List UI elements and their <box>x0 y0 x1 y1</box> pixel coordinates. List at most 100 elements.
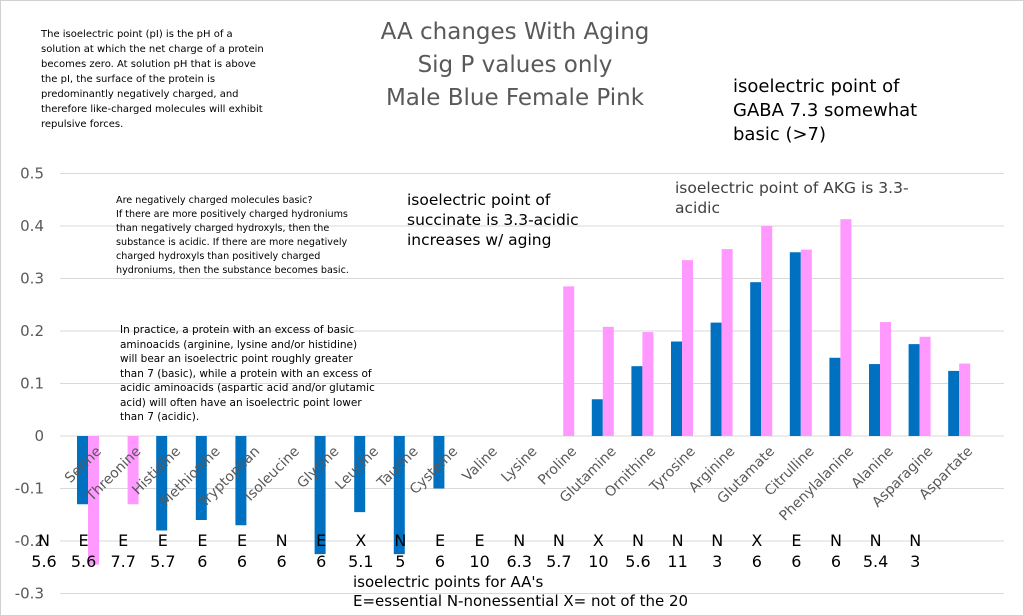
class-annotation: N <box>632 531 644 550</box>
pi-annotation: 6.3 <box>506 552 531 571</box>
title-line-2: Sig P values only <box>417 52 613 78</box>
y-tick-label: -0.1 <box>15 480 44 498</box>
bar-male-asparagine <box>908 344 920 436</box>
class-annotation: E <box>435 531 445 550</box>
y-tick-label: -0.3 <box>15 585 44 603</box>
y-axis-ticks: 0.5 0.4 0.3 0.2 0.1 0 -0.1 -0.2 -0.3 <box>15 165 44 603</box>
note-practice: In practice, a protein with an excess of… <box>120 324 375 423</box>
bar-male-citrulline <box>789 252 801 436</box>
bar-male-phenylalanine <box>829 357 841 436</box>
class-annotation: N <box>870 531 882 550</box>
bar-female-aspartate <box>959 363 971 436</box>
pi-annotation: 10 <box>588 552 608 571</box>
bar-male-aspartate <box>948 370 960 436</box>
bar-male-glutamine <box>591 399 603 436</box>
pi-annotation: 6 <box>752 552 762 571</box>
class-annotation: X <box>355 531 366 550</box>
note-basic-question: Are negatively charged molecules basic? … <box>116 195 349 276</box>
bar-female-proline <box>563 286 575 436</box>
annotation-row-pi: 5.6 5.6 7.7 5.7 6 6 6 6 5.1 5 6 10 6.3 5.7 10 5.6 11 3 6 6 6… <box>31 552 920 571</box>
bar-female-citrulline <box>800 249 812 436</box>
bar-male-taurine <box>393 436 405 555</box>
pi-annotation: 5.6 <box>31 552 56 571</box>
note-gaba: isoelectric point of GABA 7.3 somewhat b… <box>733 76 918 145</box>
y-tick-label: 0.5 <box>20 165 44 183</box>
class-annotation: N <box>513 531 525 550</box>
pi-annotation: 5 <box>395 552 405 571</box>
bar-female-tyrosine <box>682 260 693 436</box>
note-pi-definition: The isoelectric point (pI) is the pH of … <box>41 29 264 130</box>
y-tick-label: 0.1 <box>20 375 44 393</box>
pi-annotation: 6 <box>237 552 247 571</box>
class-annotation: E <box>158 531 168 550</box>
y-tick-label: 0 <box>34 427 44 445</box>
pi-annotation: 6 <box>197 552 207 571</box>
category-label: Valine <box>460 444 501 485</box>
class-annotation: N <box>672 531 684 550</box>
bar-male-cysteine <box>433 436 445 489</box>
category-label: Phenylalanine <box>776 444 857 525</box>
class-annotation: E <box>791 531 801 550</box>
title-line-3: Male Blue Female Pink <box>385 85 645 111</box>
bar-male-serine <box>77 436 88 505</box>
pi-annotation: 5.1 <box>348 552 373 571</box>
bar-female-glutamine <box>602 326 614 436</box>
class-annotation: N <box>830 531 842 550</box>
pi-annotation: 6 <box>435 552 445 571</box>
y-tick-label: 0.2 <box>20 322 44 340</box>
class-annotation: E <box>79 531 89 550</box>
class-annotation: N <box>553 531 565 550</box>
pi-annotation: 10 <box>469 552 489 571</box>
class-annotation: N <box>276 531 288 550</box>
class-annotation: N <box>711 531 723 550</box>
bar-male-arginine <box>710 322 722 436</box>
pi-annotation: 3 <box>910 552 920 571</box>
y-tick-label: 0.3 <box>20 270 44 288</box>
bar-female-asparagine <box>919 336 931 436</box>
bar-female-phenylalanine <box>840 219 852 436</box>
class-annotation: X <box>593 531 604 550</box>
pi-annotation: 6 <box>277 552 287 571</box>
pi-annotation: 6 <box>791 552 801 571</box>
bar-male-alanine <box>869 364 880 436</box>
bar-female-ornithine <box>642 332 654 436</box>
class-annotation: N <box>38 531 50 550</box>
y-tick-label: 0.4 <box>20 217 44 235</box>
pi-annotation: 5.4 <box>863 552 888 571</box>
pi-annotation: 3 <box>712 552 722 571</box>
bar-female-threonine <box>127 436 139 505</box>
pi-annotation: 7.7 <box>110 552 135 571</box>
bar-male-ornithine <box>631 366 643 436</box>
pi-annotation: 6 <box>316 552 326 571</box>
pi-annotation: 5.6 <box>625 552 650 571</box>
bar-male-leucine <box>354 436 366 513</box>
category-label: Lysine <box>498 444 540 486</box>
bar-male-methionine <box>195 436 207 520</box>
class-annotation: E <box>197 531 207 550</box>
pi-annotation: 5.7 <box>150 552 175 571</box>
bar-male-tyrosine <box>671 341 682 436</box>
class-annotation: E <box>118 531 128 550</box>
bar-male-tryptophan <box>235 436 247 526</box>
bar-male-glycine <box>314 436 326 555</box>
note-akg: isoelectric point of AKG is 3.3- acidic <box>675 179 909 217</box>
bar-male-histidine <box>156 436 168 531</box>
class-annotation: N <box>909 531 921 550</box>
class-annotation: E <box>316 531 326 550</box>
bar-female-serine <box>88 436 99 565</box>
class-annotation: E <box>475 531 485 550</box>
pi-annotation: 6 <box>831 552 841 571</box>
chart-title: AA changes With Aging Sig P values only … <box>340 16 690 115</box>
y-tick-label: -0.2 <box>15 532 44 550</box>
class-annotation: E <box>237 531 247 550</box>
title-line-1: AA changes With Aging <box>380 19 650 45</box>
note-legend-bottom: isoelectric points for AA's E=essential … <box>353 573 689 610</box>
bar-female-glutamate <box>761 226 773 436</box>
bar-female-alanine <box>880 322 891 436</box>
bars <box>77 219 971 565</box>
note-succinate: isoelectric point of succinate is 3.3-ac… <box>407 191 579 249</box>
pi-annotation: 5.6 <box>71 552 96 571</box>
class-annotation: X <box>751 531 762 550</box>
